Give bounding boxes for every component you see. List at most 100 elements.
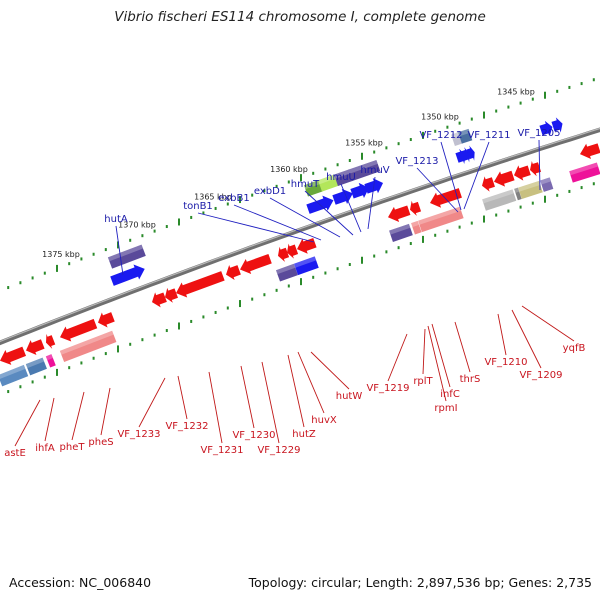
forward-gene-label: hmuT — [291, 179, 320, 190]
tick-upper — [446, 125, 449, 129]
tick-lower — [519, 205, 522, 209]
reverse-leader-line — [138, 377, 166, 428]
tick-upper — [226, 202, 229, 206]
forward-gene-arrow-shape — [539, 120, 553, 137]
reverse-feature-block-rect — [275, 263, 298, 282]
tick-upper — [214, 206, 217, 210]
reverse-gene-arrow — [410, 200, 422, 216]
reverse-feature-block-rect — [25, 357, 47, 376]
reverse-leader-line — [521, 305, 575, 342]
reverse-gene-arrow — [152, 292, 167, 308]
reverse-gene-label: VF_1219 — [366, 383, 409, 394]
tick-lower — [592, 182, 595, 186]
forward-gene-arrow — [461, 147, 470, 163]
reverse-leader-line — [422, 328, 426, 375]
tick-lower — [31, 380, 34, 384]
reverse-gene-arrow — [176, 271, 225, 298]
tick-lower — [68, 366, 71, 370]
tick-lower — [56, 368, 58, 376]
tick-upper — [56, 264, 58, 272]
forward-feature-block-rect — [348, 159, 381, 182]
tick-upper — [531, 97, 534, 101]
forward-gene-arrow — [551, 117, 563, 133]
forward-leader-line — [197, 212, 315, 243]
tick-upper — [300, 174, 302, 182]
tick-upper — [348, 158, 351, 162]
reverse-feature-block-rect — [540, 177, 554, 192]
reverse-feature-block — [389, 223, 413, 242]
forward-feature-block — [304, 179, 324, 197]
tick-lower — [470, 221, 473, 225]
tick-upper — [507, 105, 510, 109]
tick-upper — [239, 196, 241, 204]
tick-upper — [397, 142, 400, 146]
reverse-gene-arrow-shape — [530, 161, 542, 177]
tick-lower — [397, 246, 400, 250]
reverse-leader-line — [261, 361, 280, 444]
tick-lower — [275, 288, 278, 292]
tick-upper — [263, 189, 266, 193]
reverse-leader-line — [387, 333, 408, 382]
tick-upper — [556, 89, 559, 93]
forward-gene-arrow — [466, 145, 475, 161]
reverse-feature-block — [45, 354, 56, 368]
reverse-gene-arrow — [46, 333, 56, 349]
forward-gene-label: VF_1213 — [395, 156, 438, 167]
reverse-gene-arrow — [165, 287, 178, 303]
reverse-gene-arrow — [98, 312, 115, 328]
tick-lower — [556, 193, 559, 197]
forward-feature-block-rect — [458, 128, 473, 144]
reverse-feature-block-shine — [514, 187, 520, 193]
tick-lower — [300, 278, 302, 286]
tick-lower — [483, 215, 485, 223]
reverse-gene-arrow-shape — [26, 339, 45, 356]
reverse-feature-block — [25, 357, 47, 376]
forward-feature-block-rect — [334, 169, 354, 186]
reverse-gene-label: VF_1210 — [484, 357, 527, 368]
reverse-gene-arrow-shape — [176, 271, 225, 298]
reverse-feature-block-rect — [514, 187, 522, 201]
reverse-gene-label: pheS — [88, 437, 113, 448]
tick-lower — [92, 356, 95, 360]
forward-feature-block-shine — [458, 128, 470, 137]
tick-upper — [141, 234, 144, 238]
tick-lower — [117, 345, 119, 353]
reverse-gene-label: ihfA — [35, 443, 55, 454]
tick-lower — [324, 271, 327, 275]
tick-lower — [287, 284, 290, 288]
reverse-gene-arrow-shape — [278, 246, 290, 262]
forward-gene-label: exbB1 — [218, 193, 249, 204]
tick-upper — [190, 215, 193, 219]
forward-gene-arrow — [306, 195, 334, 214]
tick-lower — [568, 189, 571, 193]
reverse-gene-arrow-shape — [287, 243, 299, 259]
forward-feature-block — [334, 169, 354, 186]
reverse-feature-block-shine — [293, 256, 317, 268]
reverse-gene-arrow — [388, 205, 411, 222]
forward-gene-arrow-shape — [306, 195, 334, 214]
reverse-feature-block — [275, 263, 298, 282]
tick-lower — [434, 233, 437, 237]
forward-gene-label: VF_1211 — [467, 130, 510, 141]
tick-lower — [446, 229, 449, 233]
reverse-gene-arrow — [226, 264, 241, 281]
reverse-gene-label: hutZ — [292, 429, 316, 440]
reverse-gene-label: astE — [4, 448, 26, 459]
reverse-feature-block-shine — [540, 177, 551, 185]
tick-upper — [312, 171, 315, 175]
kbp-label: 1355 kbp — [345, 139, 383, 148]
reverse-gene-arrow — [580, 143, 600, 160]
tick-upper — [251, 193, 254, 197]
tick-upper — [275, 184, 278, 188]
reverse-gene-arrow-shape — [410, 200, 422, 216]
reverse-feature-block-shine — [569, 162, 599, 176]
reverse-feature-block — [411, 220, 422, 235]
reverse-gene-arrow-shape — [297, 238, 317, 254]
tick-lower — [312, 275, 315, 279]
reverse-gene-label: infC — [440, 389, 460, 400]
tick-upper — [470, 117, 473, 121]
forward-feature-block-rect — [304, 179, 324, 197]
tick-lower — [80, 361, 83, 365]
reverse-leader-line — [310, 351, 350, 390]
backbone-highlight — [0, 127, 600, 343]
